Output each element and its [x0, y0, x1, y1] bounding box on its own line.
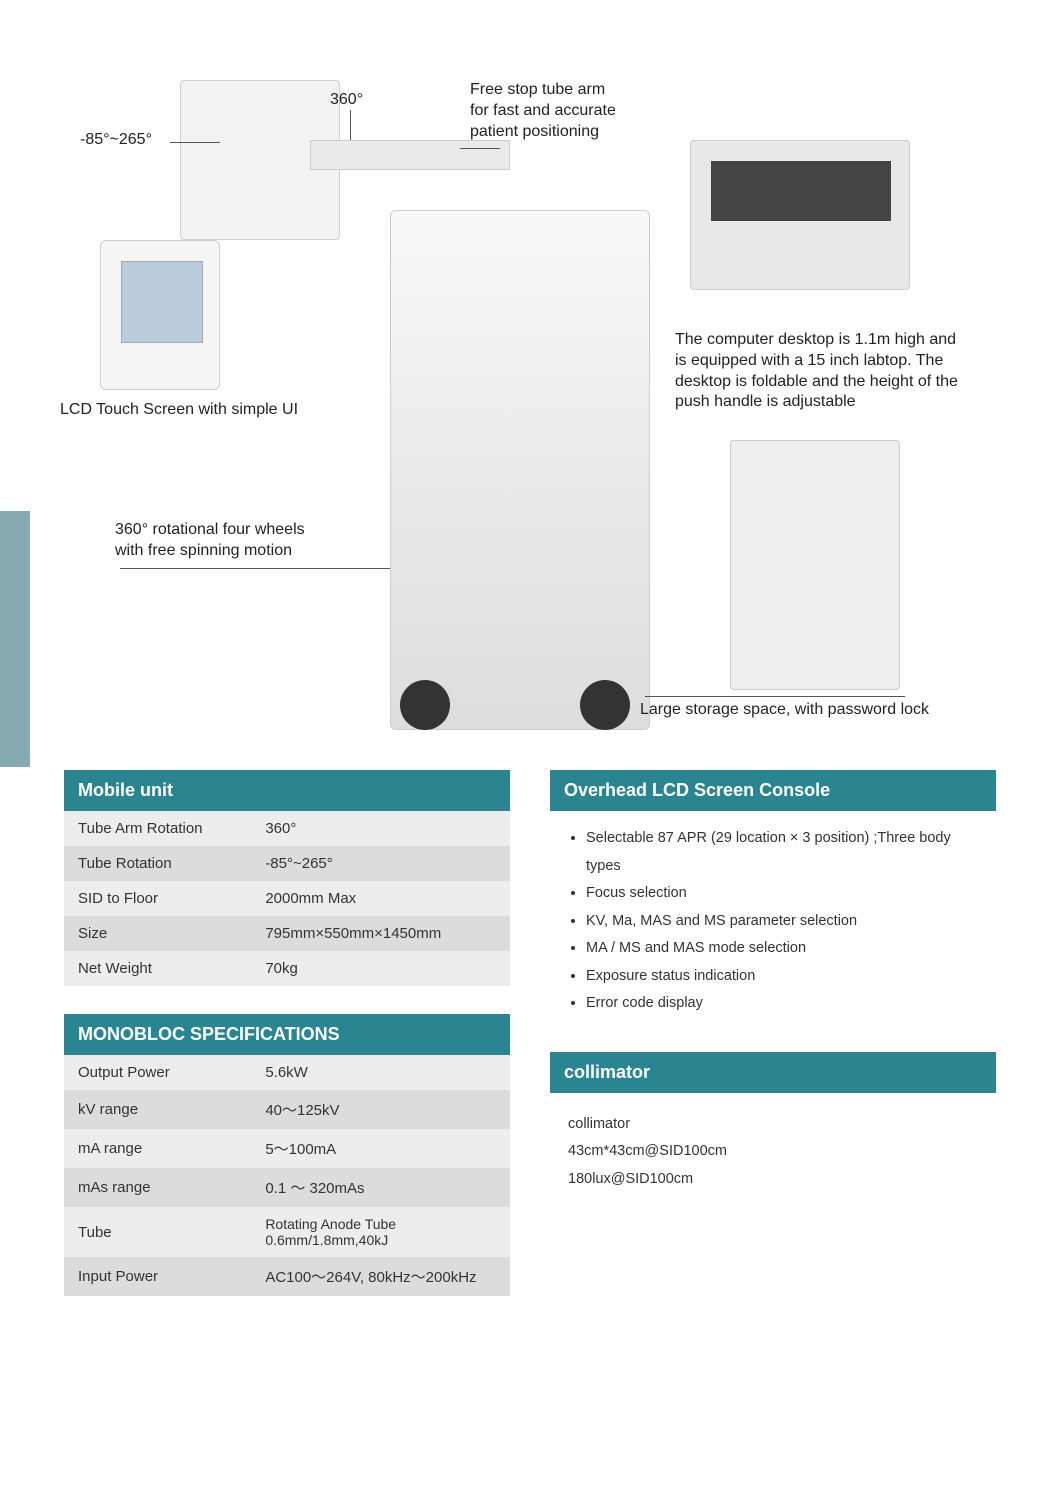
- callout-tube-arm: Free stop tube arm for fast and accurate…: [470, 80, 670, 142]
- device-cart: [390, 210, 650, 730]
- spec-label: Output Power: [64, 1055, 251, 1090]
- callout-desktop: The computer desktop is 1.1m high and is…: [675, 330, 965, 413]
- side-accent-bar: [0, 511, 30, 767]
- console-block: Overhead LCD Screen Console Selectable 8…: [550, 770, 996, 1024]
- console-list: Selectable 87 APR (29 location × 3 posit…: [550, 811, 996, 1024]
- table-row: Output Power5.6kW: [64, 1055, 510, 1090]
- spec-value: 5.6kW: [251, 1055, 510, 1090]
- wheel-icon: [580, 680, 630, 730]
- spec-label: SID to Floor: [64, 881, 251, 916]
- spec-value: 70kg: [251, 951, 510, 986]
- spec-label: Tube Rotation: [64, 846, 251, 881]
- callout-line: [350, 110, 351, 140]
- device-arm: [310, 140, 510, 170]
- spec-label: Net Weight: [64, 951, 251, 986]
- callout-wheels: 360° rotational four wheels with free sp…: [115, 520, 335, 562]
- spec-value: Rotating Anode Tube 0.6mm/1.8mm,40kJ: [251, 1207, 510, 1257]
- callout-lcd-caption: LCD Touch Screen with simple UI: [60, 400, 298, 421]
- spec-value: AC100～264V, 80kHz～200kHz: [251, 1257, 510, 1296]
- table-row: Tube Arm Rotation360°: [64, 811, 510, 846]
- monobloc-table: Output Power5.6kW kV range40～125kV mA ra…: [64, 1055, 510, 1296]
- list-item: Error code display: [586, 990, 978, 1018]
- collimator-text: collimator 43cm*43cm@SID100cm 180lux@SID…: [550, 1093, 996, 1200]
- table-row: Tube Rotation-85°~265°: [64, 846, 510, 881]
- spec-label: Size: [64, 916, 251, 951]
- storage-thumbnail: [730, 440, 900, 690]
- spec-label: mA range: [64, 1129, 251, 1168]
- spec-label: mAs range: [64, 1168, 251, 1207]
- callout-line: [645, 696, 905, 697]
- callout-tilt-range: -85°~265°: [80, 130, 152, 151]
- collimator-block: collimator collimator 43cm*43cm@SID100cm…: [550, 1052, 996, 1200]
- callout-rotation: 360°: [330, 90, 363, 111]
- table-row: mA range5～100mA: [64, 1129, 510, 1168]
- mobile-unit-block: Mobile unit Tube Arm Rotation360° Tube R…: [64, 770, 510, 986]
- callout-line: [120, 568, 390, 569]
- spec-value: 795mm×550mm×1450mm: [251, 916, 510, 951]
- spec-value: 360°: [251, 811, 510, 846]
- spec-value: 0.1 ～ 320mAs: [251, 1168, 510, 1207]
- mobile-unit-header: Mobile unit: [64, 770, 510, 811]
- monobloc-header: MONOBLOC SPECIFICATIONS: [64, 1014, 510, 1055]
- wheel-icon: [400, 680, 450, 730]
- table-row: mAs range0.1 ～ 320mAs: [64, 1168, 510, 1207]
- spec-value: 5～100mA: [251, 1129, 510, 1168]
- specifications-region: Mobile unit Tube Arm Rotation360° Tube R…: [64, 770, 996, 1324]
- list-item: Selectable 87 APR (29 location × 3 posit…: [586, 825, 978, 880]
- spec-value: 40～125kV: [251, 1090, 510, 1129]
- collimator-line: 43cm*43cm@SID100cm: [568, 1138, 978, 1166]
- spec-value: -85°~265°: [251, 846, 510, 881]
- spec-label: Tube Arm Rotation: [64, 811, 251, 846]
- laptop-thumbnail: [690, 140, 910, 290]
- console-header: Overhead LCD Screen Console: [550, 770, 996, 811]
- list-item: KV, Ma, MAS and MS parameter selection: [586, 908, 978, 936]
- spec-value: 2000mm Max: [251, 881, 510, 916]
- collimator-header: collimator: [550, 1052, 996, 1093]
- spec-label: Tube: [64, 1207, 251, 1257]
- callout-line: [460, 148, 500, 149]
- callout-storage: Large storage space, with password lock: [640, 700, 960, 721]
- list-item: Exposure status indication: [586, 963, 978, 991]
- monobloc-block: MONOBLOC SPECIFICATIONS Output Power5.6k…: [64, 1014, 510, 1296]
- mobile-unit-table: Tube Arm Rotation360° Tube Rotation-85°~…: [64, 811, 510, 986]
- table-row: SID to Floor2000mm Max: [64, 881, 510, 916]
- table-row: Input PowerAC100～264V, 80kHz～200kHz: [64, 1257, 510, 1296]
- collimator-line: 180lux@SID100cm: [568, 1166, 978, 1194]
- spec-label: Input Power: [64, 1257, 251, 1296]
- collimator-line: collimator: [568, 1111, 978, 1139]
- table-row: Size795mm×550mm×1450mm: [64, 916, 510, 951]
- table-row: Net Weight70kg: [64, 951, 510, 986]
- spec-label: kV range: [64, 1090, 251, 1129]
- table-row: TubeRotating Anode Tube 0.6mm/1.8mm,40kJ: [64, 1207, 510, 1257]
- table-row: kV range40～125kV: [64, 1090, 510, 1129]
- list-item: Focus selection: [586, 880, 978, 908]
- lcd-panel-thumbnail: [100, 240, 220, 390]
- list-item: MA / MS and MAS mode selection: [586, 935, 978, 963]
- product-diagram: -85°~265° 360° Free stop tube arm for fa…: [50, 60, 1010, 740]
- callout-line: [170, 142, 220, 143]
